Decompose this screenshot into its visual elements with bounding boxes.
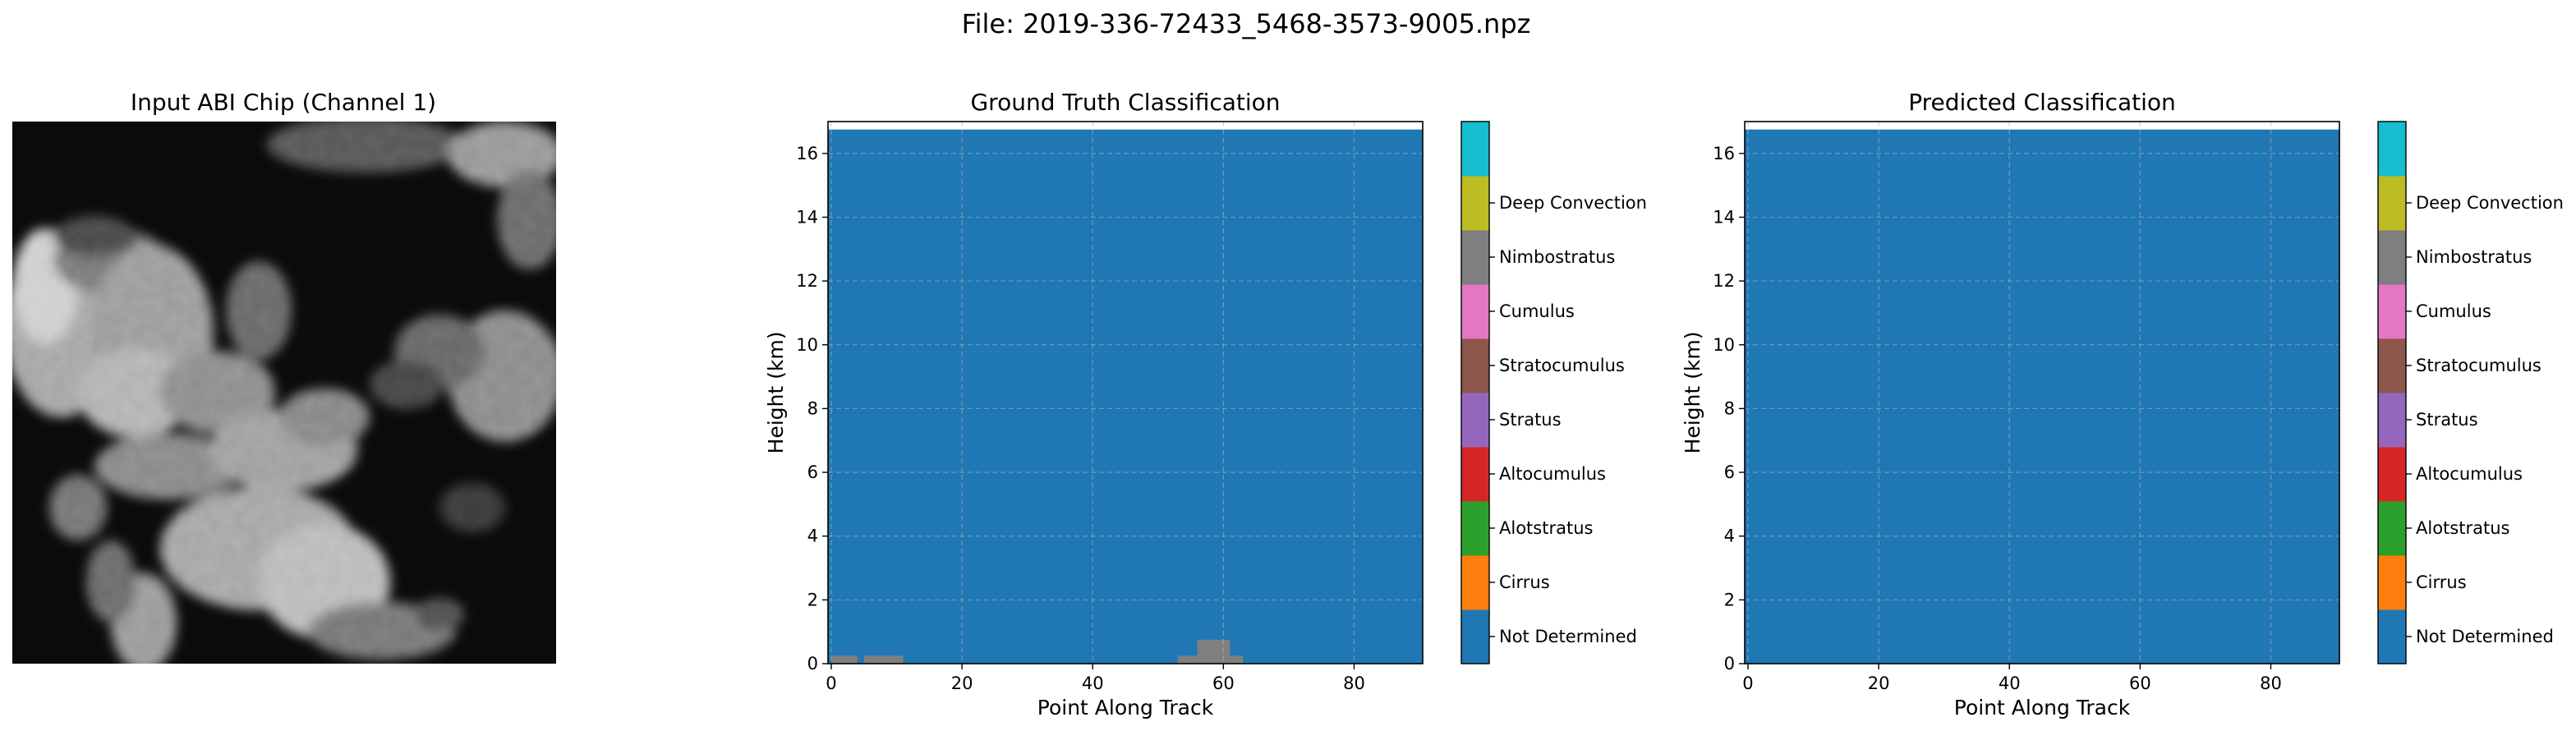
x-tick-label: 40 bbox=[1999, 674, 2021, 693]
chart-title: Ground Truth Classification bbox=[970, 89, 1280, 116]
colorbar-label: Nimbostratus bbox=[1499, 247, 1615, 267]
chart-title: Predicted Classification bbox=[1908, 89, 2176, 116]
axes-frame bbox=[1744, 121, 2340, 664]
y-tick-label: 8 bbox=[807, 398, 818, 418]
colorbar-segment bbox=[1461, 501, 1489, 556]
x-axis-label: Point Along Track bbox=[1037, 696, 1214, 720]
colorbar-frame bbox=[1460, 121, 1490, 664]
colorbar-segment bbox=[2378, 555, 2406, 610]
x-tick-label: 0 bbox=[1742, 674, 1753, 693]
heatmap-background bbox=[828, 129, 1423, 664]
y-tick-label: 10 bbox=[1713, 335, 1735, 355]
y-tick-label: 6 bbox=[807, 462, 818, 482]
y-tick-label: 12 bbox=[1713, 271, 1735, 291]
colorbar-segment bbox=[1461, 122, 1489, 177]
colorbar-label: Not Determined bbox=[1499, 627, 1637, 646]
colorbar-segment bbox=[2378, 501, 2406, 556]
colorbar-segment bbox=[2378, 122, 2406, 177]
heatmap-cell bbox=[863, 655, 904, 664]
colorbar-label: Alotstratus bbox=[1499, 518, 1593, 538]
colorbar-segment bbox=[2378, 230, 2406, 285]
heatmap-panel-1: 0 20 40 60 80 0 2 4 6 8 10 12 14 16 Ground Truth Class… bbox=[764, 89, 1647, 720]
heatmap-cell bbox=[830, 655, 858, 664]
x-tick-label: 0 bbox=[826, 674, 836, 693]
input-image-panel: Input ABI Chip (Channel 1) bbox=[12, 89, 556, 664]
x-tick-label: 40 bbox=[1082, 674, 1104, 693]
colorbar-label: Not Determined bbox=[2416, 627, 2554, 646]
x-axis-label: Point Along Track bbox=[1954, 696, 2131, 720]
colorbar-frame bbox=[2377, 121, 2407, 664]
colorbar-label: Stratocumulus bbox=[2416, 356, 2542, 375]
colorbar-label: Nimbostratus bbox=[2416, 247, 2532, 267]
axes-frame bbox=[827, 121, 1424, 664]
y-tick-label: 0 bbox=[1724, 654, 1735, 674]
colorbar-segment bbox=[1461, 393, 1489, 448]
y-tick-label: 14 bbox=[1713, 207, 1735, 227]
colorbar-label: Stratus bbox=[1499, 410, 1562, 430]
y-tick-label: 6 bbox=[1724, 462, 1735, 482]
colorbar-label: Altocumulus bbox=[2416, 464, 2523, 484]
colorbar-segment bbox=[2378, 393, 2406, 448]
heatmap-background bbox=[1745, 129, 2339, 664]
colorbar-segment bbox=[1461, 176, 1489, 231]
colorbar-label: Deep Convection bbox=[1499, 193, 1647, 213]
y-axis-label: Height (km) bbox=[764, 332, 788, 454]
colorbar-segment bbox=[1461, 555, 1489, 610]
colorbar-segment bbox=[1461, 230, 1489, 285]
colorbar-segment bbox=[2378, 447, 2406, 502]
x-tick-label: 80 bbox=[2260, 674, 2282, 693]
heatmap-cell bbox=[1197, 639, 1230, 664]
image-title: Input ABI Chip (Channel 1) bbox=[131, 89, 436, 116]
colorbar: Not Determined Cirrus Alotstratus Altocumul… bbox=[2377, 121, 2564, 664]
y-tick-label: 8 bbox=[1724, 398, 1735, 418]
x-tick-label: 60 bbox=[2129, 674, 2151, 693]
colorbar-segment bbox=[1461, 338, 1489, 393]
colorbar-label: Stratus bbox=[2416, 410, 2478, 430]
y-tick-label: 16 bbox=[796, 144, 818, 163]
x-tick-label: 80 bbox=[1343, 674, 1365, 693]
y-tick-label: 10 bbox=[796, 335, 818, 355]
colorbar-segment bbox=[1461, 284, 1489, 339]
colorbar-segment bbox=[1461, 609, 1489, 664]
abi-chip-image bbox=[12, 122, 556, 664]
x-tick-label: 20 bbox=[951, 674, 973, 693]
y-tick-label: 16 bbox=[1713, 144, 1735, 163]
colorbar-label: Deep Convection bbox=[2416, 193, 2564, 213]
x-tick-label: 20 bbox=[1868, 674, 1890, 693]
colorbar-label: Cirrus bbox=[2416, 572, 2467, 592]
colorbar-label: Cumulus bbox=[1499, 301, 1575, 321]
y-tick-label: 14 bbox=[796, 207, 818, 227]
colorbar-segment bbox=[2378, 284, 2406, 339]
y-tick-label: 12 bbox=[796, 271, 818, 291]
colorbar-segment bbox=[2378, 176, 2406, 231]
heatmap-cell bbox=[1230, 655, 1244, 664]
colorbar-label: Altocumulus bbox=[1499, 464, 1606, 484]
y-tick-label: 2 bbox=[807, 590, 818, 609]
y-tick-label: 4 bbox=[807, 526, 818, 546]
y-axis-label: Height (km) bbox=[1681, 332, 1704, 454]
colorbar-label: Cirrus bbox=[1499, 572, 1550, 592]
y-tick-label: 2 bbox=[1724, 590, 1735, 609]
heatmap-panel-2: 0 20 40 60 80 0 2 4 6 8 10 12 14 16 Predicted Classifi… bbox=[1681, 89, 2564, 720]
colorbar-segment bbox=[1461, 447, 1489, 502]
colorbar-segment bbox=[2378, 609, 2406, 664]
y-tick-label: 0 bbox=[807, 654, 818, 674]
x-tick-label: 60 bbox=[1212, 674, 1235, 693]
y-tick-label: 4 bbox=[1724, 526, 1735, 546]
colorbar-segment bbox=[2378, 338, 2406, 393]
colorbar-label: Alotstratus bbox=[2416, 518, 2509, 538]
heatmap-cell bbox=[1177, 655, 1198, 664]
colorbar: Not Determined Cirrus Alotstratus Altocumul… bbox=[1460, 121, 1647, 664]
colorbar-label: Stratocumulus bbox=[1499, 356, 1625, 375]
suptitle: File: 2019-336-72433_5468-3573-9005.npz bbox=[962, 8, 1531, 39]
colorbar-label: Cumulus bbox=[2416, 301, 2491, 321]
